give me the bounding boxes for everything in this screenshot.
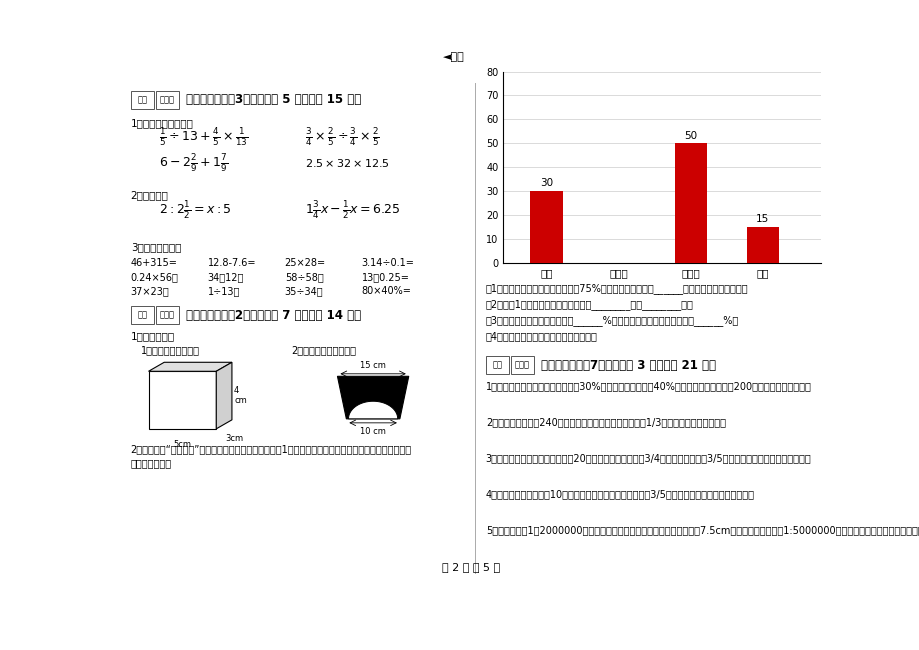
Text: 3、商店运来一些水果，运来苹果20筐，梨的筐数是苹果的3/4，同时又是橘子的3/5，运来橘子多少筐？（用方程解）: 3、商店运来一些水果，运来苹果20筐，梨的筐数是苹果的3/4，同时又是橘子的3/… [485, 454, 811, 463]
Text: 10 cm: 10 cm [359, 427, 386, 436]
Text: 得分: 得分 [492, 361, 502, 370]
Text: 5cm: 5cm [173, 440, 191, 449]
Text: 46+315=: 46+315= [130, 258, 177, 268]
Text: 某十字路口1小时内闯红灯情况统计图: 某十字路口1小时内闯红灯情况统计图 [553, 94, 666, 105]
Text: （3）闯红灯的行人数量是汽车的______%，闯红灯的汽车数量是电动车的______%。: （3）闯红灯的行人数量是汽车的______%，闯红灯的汽车数量是电动车的____… [485, 315, 738, 326]
Polygon shape [348, 401, 397, 419]
FancyBboxPatch shape [130, 306, 154, 324]
Text: 2．解方程：: 2．解方程： [130, 190, 168, 201]
Text: 2、求阴影部分的面积。: 2、求阴影部分的面积。 [290, 345, 356, 356]
Text: 4
cm: 4 cm [233, 386, 246, 405]
Text: 得分: 得分 [137, 95, 147, 104]
Text: 六、应用题（共7小题，每题 3 分，共计 21 分）: 六、应用题（共7小题，每题 3 分，共计 21 分） [540, 359, 716, 372]
Y-axis label: ◄数量: ◄数量 [443, 52, 465, 62]
Text: 0.24×56＝: 0.24×56＝ [130, 272, 178, 282]
Bar [674, 144, 707, 263]
Text: 80×40%=: 80×40%= [361, 286, 411, 296]
Text: （2）在这1小时内，闯红灯的最多的是________，有________辆。: （2）在这1小时内，闯红灯的最多的是________，有________辆。 [485, 299, 693, 310]
Polygon shape [148, 371, 216, 429]
Polygon shape [337, 376, 408, 419]
FancyBboxPatch shape [510, 356, 534, 374]
Text: 2、果园里有苹果树240棵，苹果树的棵数比梨树的棵数多1/3，果园里有梨树多少棵？: 2、果园里有苹果树240棵，苹果树的棵数比梨树的棵数多1/3，果园里有梨树多少棵… [485, 417, 725, 427]
Text: 37×23＝: 37×23＝ [130, 286, 169, 296]
Polygon shape [216, 362, 232, 429]
Text: 34＋12＝: 34＋12＝ [208, 272, 244, 282]
Bar [529, 191, 562, 263]
FancyBboxPatch shape [155, 90, 179, 109]
Text: 1、修一段公路，第一天修了全长的30%，第二天修了全长的40%，第二天比第一天多修200米，这段公路有多长？: 1、修一段公路，第一天修了全长的30%，第二天修了全长的40%，第二天比第一天多… [485, 382, 811, 391]
Text: （4）看了上面的统计图，你有什么想法？: （4）看了上面的统计图，你有什么想法？ [485, 332, 597, 341]
Text: 3．直接写得数。: 3．直接写得数。 [130, 242, 181, 252]
Text: 25×28=: 25×28= [284, 258, 325, 268]
Text: 2011年6月: 2011年6月 [678, 110, 724, 120]
Text: 五、综合题（共2小题，每题 7 分，共计 14 分）: 五、综合题（共2小题，每题 7 分，共计 14 分） [186, 309, 361, 322]
Text: $6-2\frac{2}{9}+1\frac{7}{9}$: $6-2\frac{2}{9}+1\frac{7}{9}$ [159, 152, 228, 174]
Bar [746, 227, 778, 263]
Text: 5、在比例尺是1：2000000的地图上，量得甲、乙两地之间的图上距离是7.5cm，在另一幅比例尺是1:5000000的地图上，这两地之间的图上距离是多少厘米？: 5、在比例尺是1：2000000的地图上，量得甲、乙两地之间的图上距离是7.5c… [485, 525, 919, 536]
Text: 得分: 得分 [137, 311, 147, 320]
Text: $\frac{1}{5}\div13+\frac{4}{5}\times\frac{1}{13}$: $\frac{1}{5}\div13+\frac{4}{5}\times\fra… [159, 126, 248, 148]
Text: 3cm: 3cm [225, 434, 244, 443]
Text: 35÷34＝: 35÷34＝ [284, 286, 323, 296]
Text: $\frac{3}{4}\times\frac{2}{5}\div\frac{3}{4}\times\frac{2}{5}$: $\frac{3}{4}\times\frac{2}{5}\div\frac{3… [305, 126, 380, 148]
FancyBboxPatch shape [485, 356, 509, 374]
Text: 2、为了创建“文明城市”，交通部门在某个十字路口统计1个小时内闯红灯的情况，制成了统计图，如图：: 2、为了创建“文明城市”，交通部门在某个十字路口统计1个小时内闯红灯的情况，制成… [130, 444, 412, 454]
Text: $2:2\frac{1}{2}=x:5$: $2:2\frac{1}{2}=x:5$ [159, 199, 232, 220]
Text: 13－0.25=: 13－0.25= [361, 272, 409, 282]
Text: 3.14÷0.1=: 3.14÷0.1= [361, 258, 414, 268]
FancyBboxPatch shape [155, 306, 179, 324]
Text: 58÷58＝: 58÷58＝ [284, 272, 323, 282]
Text: 4、一张课桌比一把椅子10元，如果椅子的单价是课桌单价的3/5，课桌和椅子的单价各是多少元？: 4、一张课桌比一把椅子10元，如果椅子的单价是课桌单价的3/5，课桌和椅子的单价… [485, 489, 754, 499]
Text: 第 2 页 共 5 页: 第 2 页 共 5 页 [442, 562, 500, 573]
Text: 12.8-7.6=: 12.8-7.6= [208, 258, 255, 268]
Text: 评卷人: 评卷人 [160, 311, 175, 320]
Text: 30: 30 [539, 179, 552, 188]
Text: 1．看图计算。: 1．看图计算。 [130, 332, 175, 341]
Text: 统计图，如图：: 统计图，如图： [130, 458, 172, 468]
Text: 评卷人: 评卷人 [515, 361, 529, 370]
Text: 50: 50 [684, 131, 697, 140]
FancyBboxPatch shape [130, 90, 154, 109]
Text: 1．能简算的要简算。: 1．能简算的要简算。 [130, 118, 193, 128]
Text: 四、计算题（共3小题，每题 5 分，共计 15 分）: 四、计算题（共3小题，每题 5 分，共计 15 分） [186, 93, 361, 106]
Text: 1÷13＝: 1÷13＝ [208, 286, 240, 296]
Text: $1\frac{3}{4}x-\frac{1}{2}x=6.25$: $1\frac{3}{4}x-\frac{1}{2}x=6.25$ [305, 199, 401, 220]
Text: 1、求表面积和体积。: 1、求表面积和体积。 [142, 345, 200, 356]
Text: 评卷人: 评卷人 [160, 95, 175, 104]
Text: 15: 15 [755, 214, 768, 224]
Text: 15 cm: 15 cm [359, 361, 386, 370]
Text: $2.5\times32\times12.5$: $2.5\times32\times12.5$ [305, 157, 390, 169]
Text: （1）闯红灯的汽车数量是摩托车的75%，闯红灯的摩托车有______辆，将统计图补充完整。: （1）闯红灯的汽车数量是摩托车的75%，闯红灯的摩托车有______辆，将统计图… [485, 283, 747, 294]
Polygon shape [148, 362, 232, 371]
